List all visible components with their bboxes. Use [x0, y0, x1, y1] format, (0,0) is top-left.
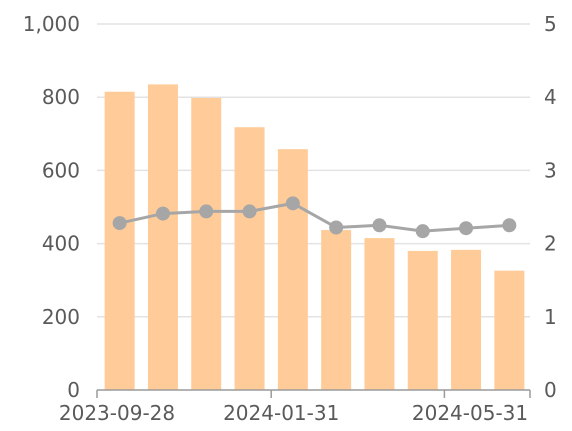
line-point [155, 206, 170, 221]
bar [451, 249, 482, 390]
y-left-tick-label: 0 [67, 378, 80, 402]
line-point [459, 221, 474, 236]
y-right-tick-label: 3 [544, 158, 557, 182]
line-point [199, 204, 214, 219]
line-point [415, 224, 430, 239]
line-point [112, 216, 127, 231]
y-right-tick-label: 4 [544, 85, 557, 109]
tick-labels: 0 200 400 600 800 1,000 0 1 2 3 4 5 2023-09-28 2024-0… [23, 12, 557, 425]
line-point [372, 218, 387, 233]
bar [104, 91, 135, 391]
x-tick-label: 2024-05-31 [412, 401, 528, 425]
bar [191, 97, 222, 390]
bar [407, 250, 438, 390]
line-point [329, 220, 344, 235]
bar [147, 84, 178, 390]
line-series-path [119, 201, 510, 233]
line-point [285, 196, 300, 211]
line-series [112, 196, 517, 239]
bar [321, 230, 352, 390]
y-right-tick-label: 2 [544, 232, 557, 256]
y-right-tick-label: 1 [544, 305, 557, 329]
y-left-tick-label: 800 [42, 85, 80, 109]
axes [96, 389, 531, 398]
y-left-tick-label: 600 [42, 158, 80, 182]
bar [364, 238, 395, 390]
bar-series [104, 84, 525, 391]
y-right-tick-label: 0 [544, 378, 557, 402]
y-left-tick-label: 400 [42, 232, 80, 256]
x-tick-label: 2023-09-28 [59, 401, 175, 425]
y-right-tick-label: 5 [544, 12, 557, 36]
y-left-tick-label: 1,000 [23, 12, 80, 36]
x-tick-label: 2024-01-31 [223, 401, 339, 425]
bar [234, 127, 265, 390]
line-point [502, 218, 517, 233]
y-left-tick-label: 200 [42, 305, 80, 329]
bar [494, 270, 525, 390]
bar [277, 149, 308, 390]
line-point [242, 204, 257, 219]
